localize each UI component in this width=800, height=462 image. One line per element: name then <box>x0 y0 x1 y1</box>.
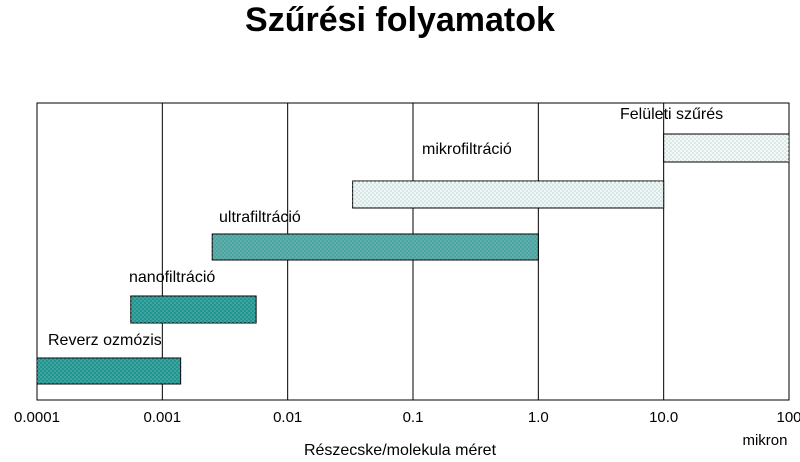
x-tick-label: 0.0001 <box>14 409 60 426</box>
unit-label: mikron <box>742 432 787 449</box>
bar-texture <box>352 181 664 208</box>
bar-label: nanofiltráció <box>129 269 215 286</box>
bar-label: mikrofiltráció <box>422 141 512 158</box>
bar-label: Felületi szűrés <box>620 106 723 123</box>
bar-texture <box>212 234 539 260</box>
bar-texture <box>663 134 789 162</box>
bar-label: ultrafiltráció <box>219 209 301 226</box>
x-tick-label: 0.1 <box>403 409 424 426</box>
bar-label: Reverz ozmózis <box>48 332 162 349</box>
bar-texture <box>130 296 257 323</box>
x-tick-label: 0.01 <box>273 409 302 426</box>
x-tick-label: 100 <box>776 409 800 426</box>
x-tick-label: 1.0 <box>528 409 549 426</box>
x-axis-label: Részecske/molekula méret <box>304 442 497 459</box>
bar-texture <box>37 358 181 384</box>
chart-title: Szűrési folyamatok <box>245 1 555 39</box>
x-tick-label: 0.001 <box>144 409 182 426</box>
x-tick-label: 10.0 <box>649 409 678 426</box>
